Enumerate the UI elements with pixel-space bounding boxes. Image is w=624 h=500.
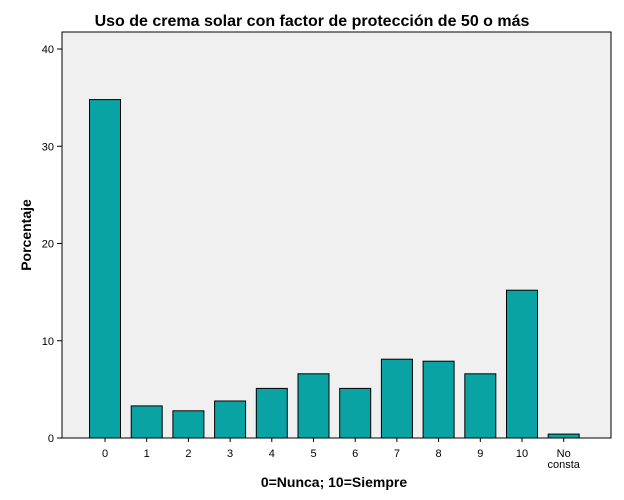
x-tick-label: 1 [144, 448, 150, 460]
x-axis-label: 0=Nunca; 10=Siempre [261, 474, 408, 490]
chart-title: Uso de crema solar con factor de protecc… [95, 13, 530, 30]
y-tick-label: 0 [48, 433, 54, 445]
y-axis: 0 10 20 30 40 [42, 32, 63, 445]
x-tick-label: 9 [477, 448, 483, 460]
bar-8 [422, 360, 455, 439]
x-tick-label: 0 [102, 448, 108, 460]
bar-3 [214, 400, 247, 439]
y-tick-label: 10 [42, 336, 54, 348]
x-tick-label: 3 [227, 448, 233, 460]
x-tick-label: 4 [269, 448, 275, 460]
bars-group [89, 99, 580, 439]
x-tick-label: 5 [310, 448, 316, 460]
x-tick-label: 6 [352, 448, 358, 460]
x-tick-label: 10 [516, 448, 528, 460]
bar-9 [464, 373, 497, 439]
x-tick-label: 8 [436, 448, 442, 460]
bar-7 [380, 358, 413, 439]
x-tick-label: 7 [394, 448, 400, 460]
bar-5 [297, 373, 330, 439]
y-axis-label: Porcentaje [18, 199, 34, 271]
bar-0 [89, 99, 121, 439]
y-tick-label: 40 [42, 44, 54, 56]
x-axis-ticks: 0 1 2 3 4 5 6 7 8 9 10 No consta [102, 438, 581, 471]
bar-2 [172, 410, 205, 439]
y-tick-label: 30 [42, 141, 54, 153]
bar-no-consta [547, 433, 580, 439]
bar-6 [339, 387, 372, 439]
bar-1 [130, 405, 163, 439]
y-tick-label: 20 [42, 239, 54, 251]
bar-4 [255, 387, 288, 439]
x-tick-label: 2 [185, 448, 191, 460]
bar-10 [506, 289, 538, 439]
x-tick-label: No consta [547, 448, 580, 471]
